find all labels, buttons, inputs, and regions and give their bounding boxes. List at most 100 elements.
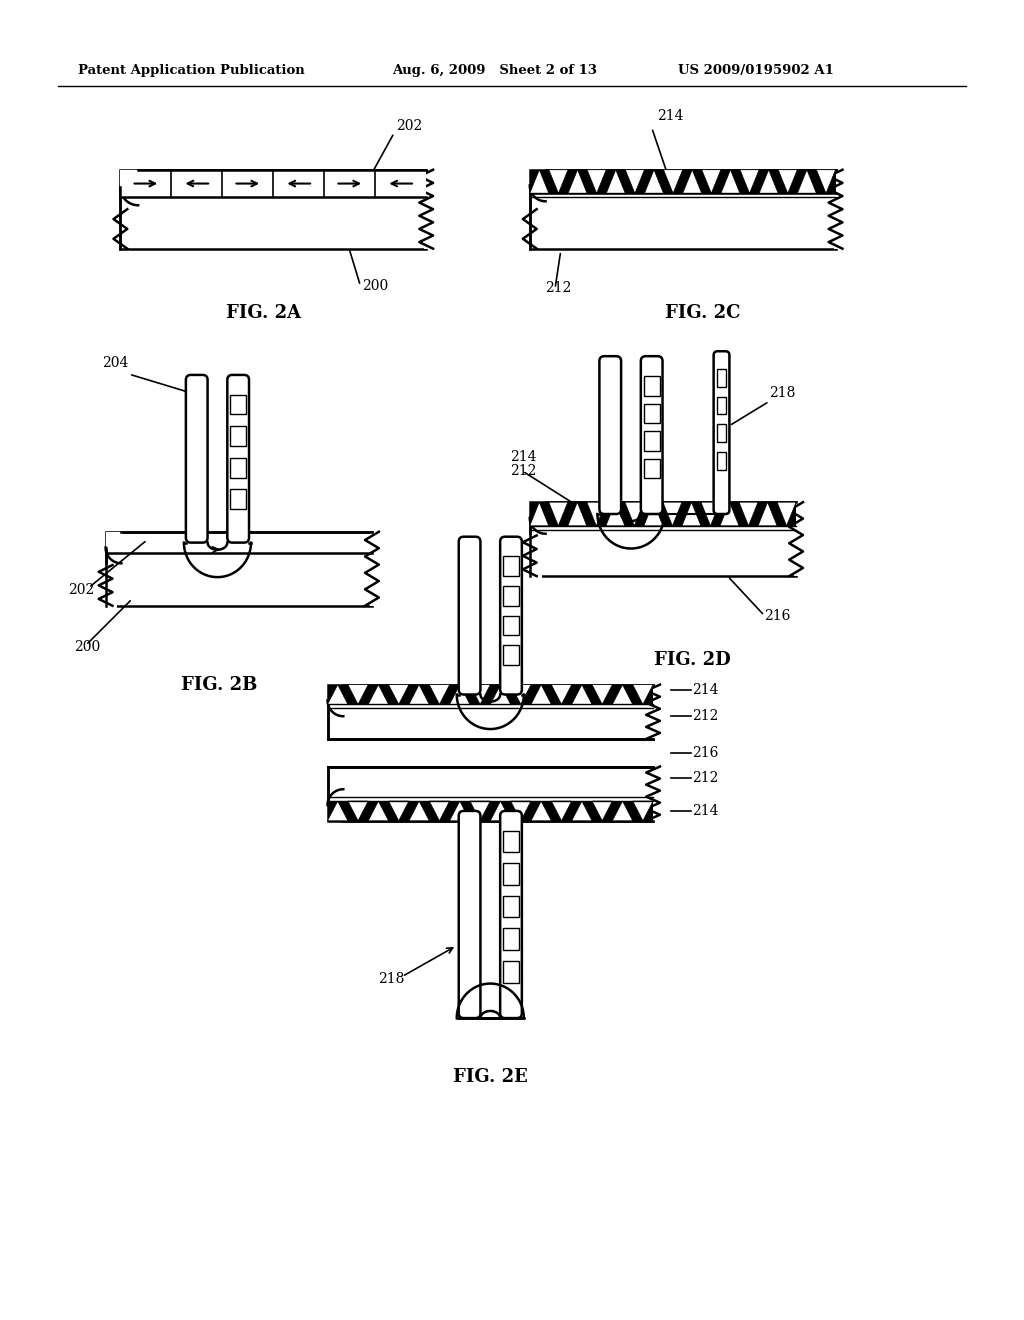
- Text: 214: 214: [692, 682, 719, 697]
- Polygon shape: [348, 685, 369, 705]
- Polygon shape: [409, 685, 429, 705]
- Polygon shape: [644, 170, 664, 194]
- Polygon shape: [571, 801, 592, 821]
- Text: FIG. 2B: FIG. 2B: [181, 676, 257, 693]
- Bar: [328, 685, 653, 739]
- FancyBboxPatch shape: [500, 810, 522, 1018]
- Text: 214: 214: [657, 110, 684, 123]
- Polygon shape: [470, 801, 490, 821]
- Polygon shape: [571, 685, 592, 705]
- Polygon shape: [633, 685, 653, 705]
- Polygon shape: [644, 502, 663, 525]
- Bar: [529, 170, 836, 248]
- Polygon shape: [450, 685, 470, 705]
- FancyBboxPatch shape: [459, 810, 480, 1018]
- Text: 218: 218: [769, 385, 796, 400]
- Polygon shape: [429, 685, 450, 705]
- Bar: [717, 424, 726, 442]
- Bar: [651, 685, 666, 739]
- Polygon shape: [549, 170, 568, 194]
- Polygon shape: [587, 170, 606, 194]
- Text: 216: 216: [765, 609, 791, 623]
- Polygon shape: [549, 502, 567, 525]
- Bar: [834, 170, 848, 248]
- Bar: [424, 170, 439, 248]
- FancyBboxPatch shape: [186, 375, 208, 543]
- Bar: [121, 170, 426, 248]
- Polygon shape: [798, 170, 816, 194]
- Polygon shape: [409, 801, 429, 821]
- Text: 212: 212: [692, 771, 719, 785]
- Polygon shape: [759, 170, 778, 194]
- Text: FIG. 2C: FIG. 2C: [665, 304, 740, 322]
- Bar: [529, 502, 796, 525]
- Bar: [717, 396, 726, 414]
- Bar: [644, 376, 659, 396]
- Bar: [644, 404, 659, 424]
- Text: 214: 214: [510, 450, 537, 463]
- Polygon shape: [369, 801, 388, 821]
- Polygon shape: [470, 685, 490, 705]
- Text: 212: 212: [510, 463, 537, 478]
- Polygon shape: [663, 502, 682, 525]
- Bar: [230, 395, 246, 414]
- Polygon shape: [701, 502, 720, 525]
- Polygon shape: [551, 801, 571, 821]
- FancyBboxPatch shape: [227, 375, 249, 543]
- Bar: [503, 928, 519, 950]
- FancyBboxPatch shape: [500, 537, 522, 694]
- Bar: [503, 961, 519, 982]
- FancyBboxPatch shape: [641, 356, 663, 513]
- Polygon shape: [490, 801, 511, 821]
- Polygon shape: [568, 170, 587, 194]
- Bar: [529, 502, 548, 520]
- Bar: [529, 170, 836, 194]
- Polygon shape: [567, 502, 587, 525]
- Polygon shape: [587, 502, 606, 525]
- Bar: [121, 170, 426, 198]
- Bar: [520, 536, 542, 579]
- Bar: [529, 502, 796, 576]
- Bar: [651, 767, 666, 821]
- Text: Aug. 6, 2009   Sheet 2 of 13: Aug. 6, 2009 Sheet 2 of 13: [391, 63, 597, 77]
- Bar: [795, 502, 809, 576]
- Polygon shape: [328, 801, 348, 821]
- Bar: [503, 645, 519, 665]
- Bar: [503, 615, 519, 635]
- Polygon shape: [625, 502, 644, 525]
- Polygon shape: [529, 502, 549, 525]
- Polygon shape: [328, 685, 348, 705]
- Bar: [95, 565, 118, 610]
- Polygon shape: [721, 170, 740, 194]
- FancyBboxPatch shape: [714, 351, 729, 513]
- Polygon shape: [664, 170, 683, 194]
- Bar: [121, 170, 140, 190]
- Polygon shape: [701, 170, 721, 194]
- Polygon shape: [388, 801, 409, 821]
- Text: 214: 214: [692, 804, 719, 818]
- Polygon shape: [612, 685, 633, 705]
- Bar: [644, 459, 659, 478]
- Polygon shape: [739, 502, 758, 525]
- Polygon shape: [633, 801, 653, 821]
- Bar: [503, 557, 519, 576]
- Polygon shape: [606, 502, 625, 525]
- Polygon shape: [450, 801, 470, 821]
- Polygon shape: [429, 801, 450, 821]
- Polygon shape: [778, 170, 798, 194]
- Bar: [503, 586, 519, 606]
- Text: 202: 202: [396, 119, 422, 133]
- Text: 204: 204: [102, 356, 128, 370]
- Polygon shape: [531, 685, 551, 705]
- Polygon shape: [758, 502, 777, 525]
- Bar: [230, 490, 246, 510]
- Bar: [230, 426, 246, 446]
- Polygon shape: [816, 170, 836, 194]
- Polygon shape: [531, 801, 551, 821]
- Bar: [328, 767, 653, 821]
- Polygon shape: [551, 685, 571, 705]
- Text: 202: 202: [69, 583, 94, 597]
- Bar: [230, 458, 246, 478]
- Bar: [328, 685, 345, 702]
- Polygon shape: [348, 801, 369, 821]
